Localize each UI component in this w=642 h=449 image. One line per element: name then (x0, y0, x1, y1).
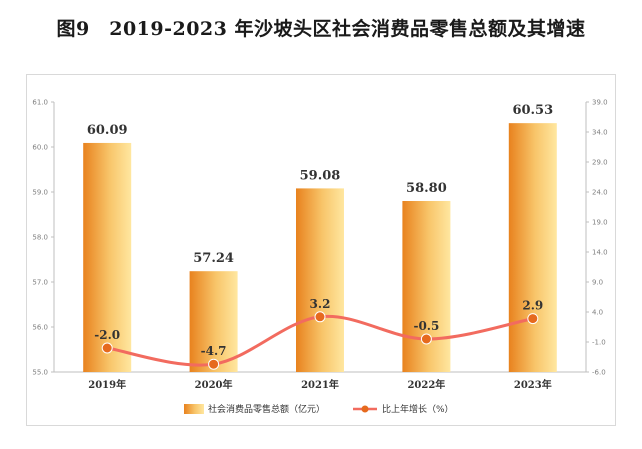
bar-value-label: 60.53 (512, 103, 553, 118)
right-axis-tick-label: 39.0 (592, 99, 608, 107)
legend-line-label: 比上年增长（%） (382, 403, 454, 415)
chart-legend: 社会消费品零售总额（亿元） 比上年增长（%） (184, 403, 454, 415)
growth-rate-label: 3.2 (310, 297, 331, 311)
growth-rate-label: 2.9 (522, 299, 543, 313)
growth-rate-point (527, 313, 539, 325)
growth-rate-point (314, 311, 326, 323)
right-axis-tick-label: -6.0 (592, 369, 606, 377)
growth-rate-point (101, 342, 113, 354)
growth-rate-label: -2.0 (94, 328, 120, 342)
left-axis-tick-label: 60.0 (32, 144, 48, 152)
growth-rate-point (208, 358, 220, 370)
x-axis-category-label: 2021年 (301, 378, 339, 391)
right-axis-tick-label: 29.0 (592, 159, 608, 167)
bar-value-label: 60.09 (87, 123, 128, 138)
bar (508, 123, 557, 373)
growth-rate-label: -4.7 (201, 344, 227, 358)
growth-rate-point (420, 333, 432, 345)
right-axis-tick-label: 4.0 (592, 309, 603, 317)
bar (189, 271, 238, 372)
left-axis-tick-label: 57.0 (32, 279, 48, 287)
bar (296, 188, 344, 372)
left-axis-tick-label: 58.0 (32, 234, 48, 242)
left-axis-tick-label: 61.0 (32, 99, 48, 107)
legend-line-marker (361, 405, 369, 413)
right-axis-tick-label: 9.0 (592, 279, 603, 287)
left-axis-tick-label: 55.0 (32, 369, 48, 377)
right-axis-tick-label: 34.0 (592, 129, 608, 137)
left-axis-tick-label: 56.0 (32, 324, 48, 332)
right-axis-tick-label: 14.0 (592, 249, 608, 257)
right-axis-tick-label: -1.0 (592, 339, 606, 347)
left-axis-tick-label: 59.0 (32, 189, 48, 197)
bar-value-label: 57.24 (193, 251, 234, 266)
bar-value-label: 59.08 (300, 168, 341, 183)
x-axis-category-label: 2019年 (88, 378, 126, 391)
right-axis-tick-label: 24.0 (592, 189, 608, 197)
growth-rate-label: -0.5 (413, 319, 439, 333)
bar (402, 201, 451, 372)
chart-title: 图9 2019-2023 年沙坡头区社会消费品零售总额及其增速 (56, 18, 586, 40)
x-axis-category-label: 2022年 (407, 378, 445, 391)
x-axis-category-label: 2020年 (195, 378, 233, 391)
right-axis-tick-label: 19.0 (592, 219, 608, 227)
bar-value-label: 58.80 (406, 181, 447, 196)
chart-frame (26, 74, 616, 426)
x-axis-category-label: 2023年 (514, 378, 552, 391)
bar (83, 142, 132, 372)
legend-bar-label: 社会消费品零售总额（亿元） (208, 403, 325, 415)
legend-bar-swatch (184, 404, 204, 414)
